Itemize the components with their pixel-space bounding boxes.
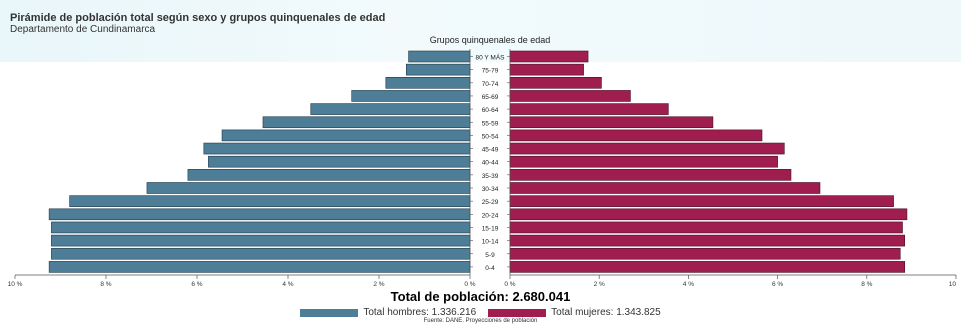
age-group-label: 65-69 <box>482 94 499 101</box>
age-group-label: 40-44 <box>482 160 499 167</box>
bar-men <box>51 221 471 234</box>
bar-women <box>509 142 785 155</box>
bar-men <box>48 208 471 221</box>
age-group-label: 55-59 <box>482 120 499 127</box>
x-tick-label-left: 2 % <box>373 281 384 288</box>
bar-women <box>509 247 901 260</box>
legend-item-women[interactable]: Total mujeres: 1.343.825 <box>488 307 661 318</box>
age-group-label: 50-54 <box>482 133 499 140</box>
bar-women <box>509 77 602 89</box>
x-tick-label-right: 8 % <box>861 281 872 288</box>
x-tick-label-left: 8 % <box>100 281 111 288</box>
bar-women <box>509 182 821 194</box>
bar-women <box>509 50 589 63</box>
bar-men <box>221 129 471 142</box>
bar-women <box>509 208 908 221</box>
bar-women <box>509 129 763 142</box>
bar-men <box>69 195 471 207</box>
age-group-label: 15-19 <box>482 225 499 232</box>
age-group-label: 10-14 <box>482 239 499 246</box>
source-note: Fuente: DANE. Proyecciones de población <box>423 318 538 324</box>
bar-women <box>509 169 792 181</box>
x-tick-label-right: 0 % <box>504 281 515 288</box>
age-group-label: 30-34 <box>482 186 499 193</box>
bar-men <box>146 182 471 194</box>
bar-men <box>48 261 471 273</box>
bar-women <box>509 155 778 168</box>
bar-men <box>405 63 471 76</box>
bar-men <box>51 234 471 247</box>
legend-swatch-women <box>488 308 547 317</box>
x-tick-label-right: 4 % <box>683 281 694 288</box>
bar-women <box>509 103 669 115</box>
total-population-label: Total de población: 2.680.041 <box>390 289 571 304</box>
age-group-label: 35-39 <box>482 173 499 180</box>
age-group-label: 60-64 <box>482 107 499 114</box>
header-background <box>0 0 961 62</box>
age-group-label: 25-29 <box>482 199 499 206</box>
bar-men <box>203 142 471 155</box>
x-tick-label-right: 6 % <box>772 281 783 288</box>
bar-women <box>509 116 714 129</box>
population-pyramid-chart: Grupos quinquenales de edad 80 Y MÁS 75-79… <box>8 35 957 288</box>
legend: Total hombres: 1.336.216 Total mujeres: … <box>0 307 961 318</box>
age-group-label: 75-79 <box>482 68 499 75</box>
bar-women <box>509 90 631 102</box>
bar-men <box>51 247 471 260</box>
bar-men <box>187 169 471 181</box>
legend-label-men: Total hombres: 1.336.216 <box>363 307 477 318</box>
age-group-label: 5-9 <box>485 252 495 259</box>
chart-subtitle: Departamento de Cundinamarca <box>10 24 156 35</box>
bar-women <box>509 195 894 207</box>
x-tick-label-right: 10 <box>949 281 957 288</box>
legend-item-men[interactable]: Total hombres: 1.336.216 <box>300 307 476 318</box>
bar-men <box>385 77 471 89</box>
bar-women <box>509 234 906 247</box>
bar-women <box>509 63 584 76</box>
legend-label-women: Total mujeres: 1.343.825 <box>551 307 661 318</box>
age-group-label: 0-4 <box>485 265 495 272</box>
chart-title: Pirámide de población total según sexo y… <box>10 12 386 24</box>
x-tick-label-left: 6 % <box>191 281 202 288</box>
bar-men <box>208 155 471 168</box>
age-group-label: 70-74 <box>482 81 499 88</box>
x-tick-label-right: 2 % <box>594 281 605 288</box>
bar-women <box>509 221 903 234</box>
age-group-label: 45-49 <box>482 147 499 154</box>
x-tick-label-left: 4 % <box>282 281 293 288</box>
bar-men <box>262 116 471 129</box>
category-axis-title: Grupos quinquenales de edad <box>430 35 551 45</box>
age-group-label: 20-24 <box>482 212 499 219</box>
bar-women <box>509 261 906 273</box>
x-tick-label-left: 0 % <box>464 281 475 288</box>
age-group-label: 80 Y MÁS <box>475 53 505 62</box>
bar-men <box>310 103 471 115</box>
bar-men <box>408 50 471 63</box>
bar-men <box>351 90 471 102</box>
legend-swatch-men <box>300 308 359 317</box>
x-tick-label-left: 10 % <box>8 281 23 288</box>
